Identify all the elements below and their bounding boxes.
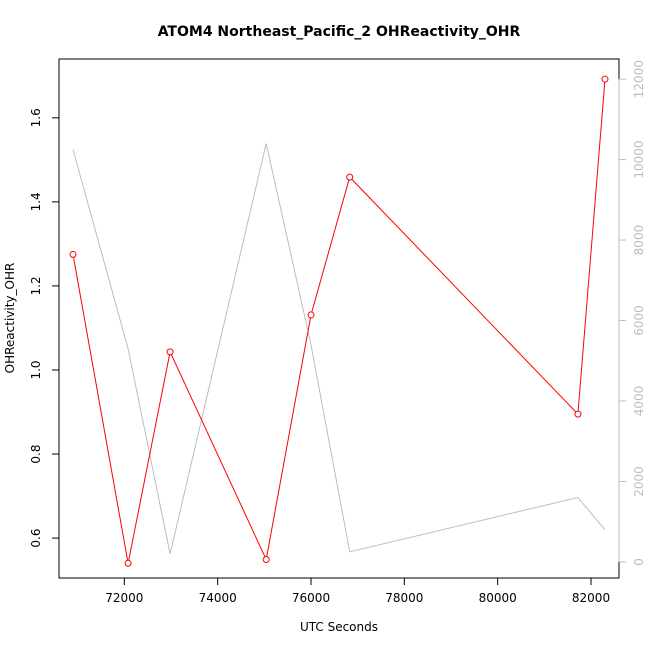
- y-axis-label: OHReactivity_OHR: [3, 263, 17, 374]
- bottom-axis: 72000 74000 76000 78000 80000 82000: [105, 577, 610, 605]
- red-series-point: [307, 311, 315, 319]
- right-tick-label: 6000: [632, 305, 646, 336]
- bottom-tick-label: 80000: [479, 591, 517, 605]
- bottom-tick-label: 76000: [292, 591, 330, 605]
- right-tick-label: 12000: [632, 60, 646, 98]
- bottom-tick-label: 78000: [385, 591, 423, 605]
- plot-frame: [58, 58, 620, 579]
- red-series-point: [574, 410, 582, 418]
- red-series-point: [346, 173, 354, 181]
- left-tick-label: 0.8: [29, 444, 43, 463]
- right-axis: 0 2000 4000 6000 8000 10000 12000: [618, 60, 646, 566]
- x-axis-label: UTC Seconds: [300, 620, 378, 634]
- red-series-point: [69, 250, 77, 258]
- bottom-tick-label: 72000: [105, 591, 143, 605]
- red-series-point: [124, 559, 132, 567]
- left-tick-label: 1.0: [29, 360, 43, 379]
- red-series-point: [262, 556, 270, 564]
- grey-series-line: [72, 143, 606, 555]
- red-series-point: [166, 348, 174, 356]
- red-series-line: [72, 79, 606, 564]
- bottom-tick-label: 74000: [199, 591, 237, 605]
- left-tick-label: 1.4: [29, 192, 43, 211]
- left-axis: 0.6 0.8 1.0 1.2 1.4 1.6: [29, 108, 60, 548]
- right-tick-label: 8000: [632, 225, 646, 256]
- left-tick-label: 0.6: [29, 529, 43, 548]
- red-series-point: [601, 75, 609, 83]
- bottom-tick-label: 82000: [572, 591, 610, 605]
- left-tick-label: 1.6: [29, 108, 43, 127]
- series-layer: [69, 75, 609, 567]
- right-tick-label: 10000: [632, 140, 646, 178]
- chart-title: ATOM4 Northeast_Pacific_2 OHReactivity_O…: [158, 24, 521, 40]
- right-tick-label: 2000: [632, 466, 646, 497]
- right-tick-label: 0: [632, 558, 646, 566]
- right-tick-label: 4000: [632, 386, 646, 417]
- left-tick-label: 1.2: [29, 276, 43, 295]
